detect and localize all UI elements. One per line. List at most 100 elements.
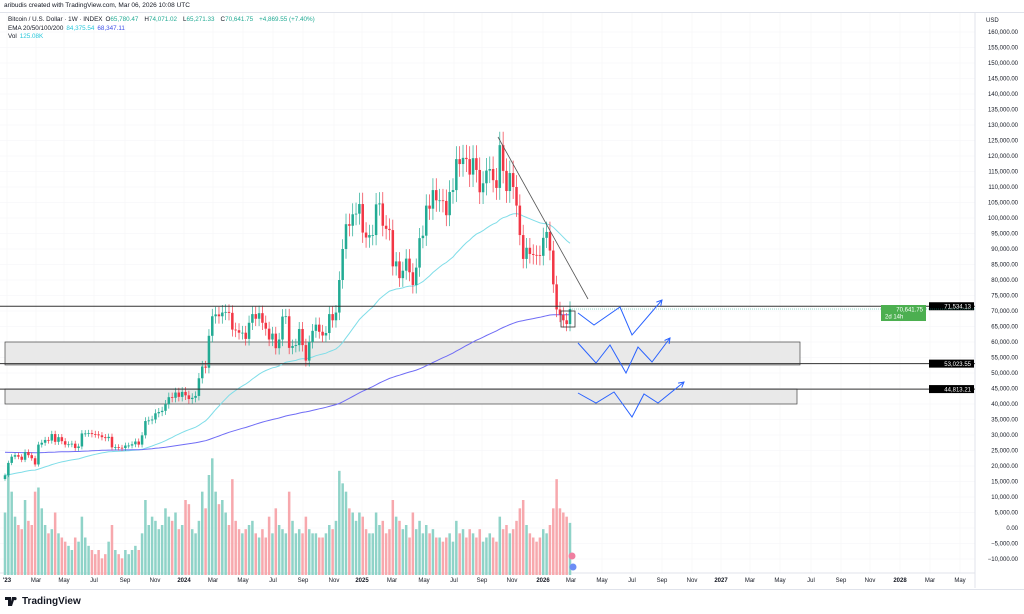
candle-body: [448, 191, 451, 216]
candle-body: [411, 272, 415, 285]
volume-bar: [301, 533, 304, 575]
time-tick-label: Sep: [836, 578, 847, 584]
candle-body: [40, 442, 44, 445]
volume-bar: [445, 537, 448, 575]
projection-path: [577, 337, 671, 375]
volume-bar: [371, 533, 375, 575]
brand-name: TradingView: [22, 596, 81, 607]
candle-body: [241, 332, 244, 334]
time-tick-label: Nov: [865, 578, 876, 584]
volume-bar: [177, 529, 181, 575]
volume-bar: [94, 554, 97, 575]
volume-bar: [424, 525, 428, 575]
candle-body: [341, 249, 344, 280]
volume-bar: [458, 533, 461, 575]
candle-body: [301, 328, 304, 346]
volume-bar: [545, 533, 548, 575]
symbol-title[interactable]: Bitcoin / U.S. Dollar · 1W · INDEX: [8, 16, 103, 23]
volume-bar: [318, 537, 321, 575]
time-tick-label: May: [596, 578, 607, 584]
volume-bar: [154, 520, 157, 575]
volume-bar: [180, 525, 184, 575]
volume-bar: [368, 533, 371, 575]
countdown-label: 2d 14h: [885, 315, 903, 321]
chart-legend: Bitcoin / U.S. Dollar · 1W · INDEX O65,78…: [8, 16, 318, 42]
candle-body: [234, 329, 237, 331]
candle-body: [384, 225, 388, 229]
support-zone: [4, 388, 798, 405]
candle-body: [461, 157, 465, 165]
candle-body: [267, 328, 271, 340]
candle-body: [87, 433, 90, 434]
candle-body: [404, 258, 408, 271]
candle-body: [401, 270, 405, 279]
volume-bar: [241, 533, 244, 575]
volume-bar: [438, 537, 441, 575]
candle-body: [521, 235, 525, 259]
candle-body: [331, 314, 334, 321]
volume-bar: [358, 512, 361, 575]
volume-bar: [495, 541, 498, 575]
volume-bar: [257, 537, 261, 575]
volume-bar: [231, 479, 234, 575]
volume-bar: [314, 533, 318, 575]
volume-bar: [120, 558, 124, 575]
time-tick-label: Sep: [298, 578, 309, 584]
candle-body: [435, 190, 438, 201]
volume-bar: [7, 466, 10, 575]
legend-symbol-row: Bitcoin / U.S. Dollar · 1W · INDEX O65,78…: [8, 16, 318, 25]
volume-bar: [281, 529, 284, 575]
volume-bar: [348, 508, 351, 575]
volume-bar: [277, 525, 281, 575]
volume-bar: [271, 533, 274, 575]
candle-body: [134, 441, 137, 445]
volume-bar: [411, 512, 415, 575]
candle-body: [50, 434, 54, 441]
volume-bar: [160, 525, 164, 575]
volume-bar: [351, 512, 354, 575]
candle-body: [344, 224, 348, 249]
candle-body: [495, 180, 498, 188]
candle-body: [445, 200, 448, 216]
time-tick-label: Mar: [745, 578, 755, 584]
time-tick-label: Mar: [208, 578, 218, 584]
candle-body: [190, 397, 194, 400]
candle-body: [304, 345, 308, 361]
trendline: [497, 136, 589, 300]
candle-body: [67, 444, 70, 446]
ema-a-value: 84,375.54: [66, 24, 95, 32]
volume-bar: [548, 525, 552, 575]
candle-body: [264, 322, 268, 329]
candle-body: [77, 446, 80, 449]
candle-body: [361, 204, 364, 233]
ema-label[interactable]: EMA 20/50/100/200: [8, 24, 64, 32]
candle-body: [27, 452, 30, 456]
candle-body: [170, 397, 174, 398]
volume-bar: [87, 545, 90, 575]
chart-frame: [0, 12, 1024, 590]
volume-bar: [274, 508, 278, 575]
price-line-tag: [929, 302, 974, 311]
price-tick-label: 100,000.00: [988, 216, 1019, 222]
volume-bar: [418, 520, 421, 575]
vol-label[interactable]: Vol: [8, 33, 17, 41]
candle-body: [508, 173, 512, 192]
tradingview-logo-icon: [5, 597, 17, 606]
candle-body: [180, 391, 184, 397]
candle-body: [17, 455, 20, 457]
price-tick-label: 95,000.00: [991, 232, 1018, 238]
price-tick-label: 60,000.00: [991, 340, 1018, 346]
candle-body: [197, 378, 201, 396]
volume-bar: [394, 516, 398, 575]
volume-bar: [344, 491, 348, 575]
low-label: L: [182, 16, 187, 23]
candle-body: [221, 312, 224, 317]
volume-bar: [27, 520, 30, 575]
volume-bar: [214, 491, 217, 575]
candle-body: [23, 452, 27, 460]
price-tick-label: 125,000.00: [988, 139, 1019, 145]
volume-bar: [207, 475, 211, 575]
volume-bar: [164, 508, 167, 575]
volume-bar: [33, 491, 37, 575]
